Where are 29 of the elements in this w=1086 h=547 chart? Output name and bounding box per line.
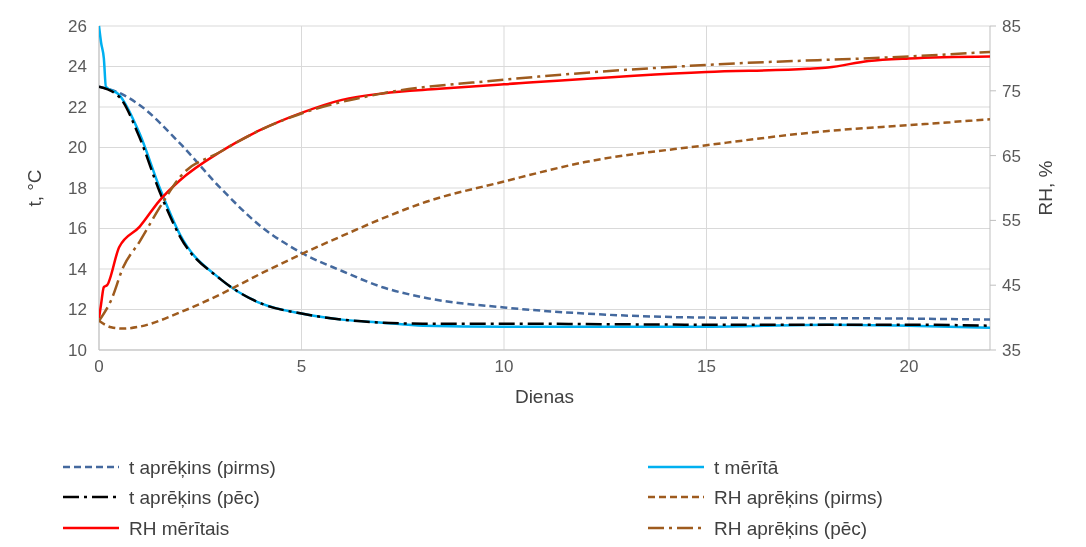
y-tick-label: 16 — [68, 219, 87, 239]
x-axis-title: Dienas — [514, 386, 575, 407]
x-tick-label: 20 — [899, 357, 919, 376]
y-tick-label: 24 — [68, 57, 87, 77]
y2-tick-label: 85 — [1002, 16, 1021, 36]
y2-tick-label: 35 — [1002, 340, 1021, 360]
y-tick-label: 20 — [68, 138, 87, 158]
y-tick-label: 10 — [68, 340, 87, 360]
y2-tick-label: 65 — [1002, 146, 1021, 166]
x-tick-label: 5 — [296, 357, 307, 376]
legend-label: RH mērītais — [129, 517, 230, 539]
legend-label: RH aprēķins (pirms) — [714, 486, 883, 508]
legend-label: t mērītā — [714, 456, 779, 478]
y2-tick-label: 55 — [1002, 211, 1021, 231]
legend-label: RH aprēķins (pēc) — [714, 517, 868, 539]
y-tick-label: 26 — [68, 16, 87, 36]
y-tick-label: 22 — [68, 97, 87, 117]
legend-label: t aprēķins (pirms) — [129, 456, 276, 478]
y2-tick-label: 45 — [1002, 276, 1021, 296]
y-tick-label: 12 — [68, 300, 87, 320]
y-axis-title: t, °C — [24, 169, 45, 207]
y2-axis-title: RH, % — [1035, 160, 1056, 216]
x-tick-label: 0 — [94, 357, 104, 376]
legend-label: t aprēķins (pēc) — [129, 486, 260, 508]
x-tick-label: 15 — [697, 357, 716, 376]
y2-tick-label: 75 — [1002, 81, 1021, 101]
y-tick-label: 14 — [68, 259, 87, 279]
x-tick-label: 10 — [494, 357, 514, 376]
y-tick-label: 18 — [68, 178, 87, 198]
